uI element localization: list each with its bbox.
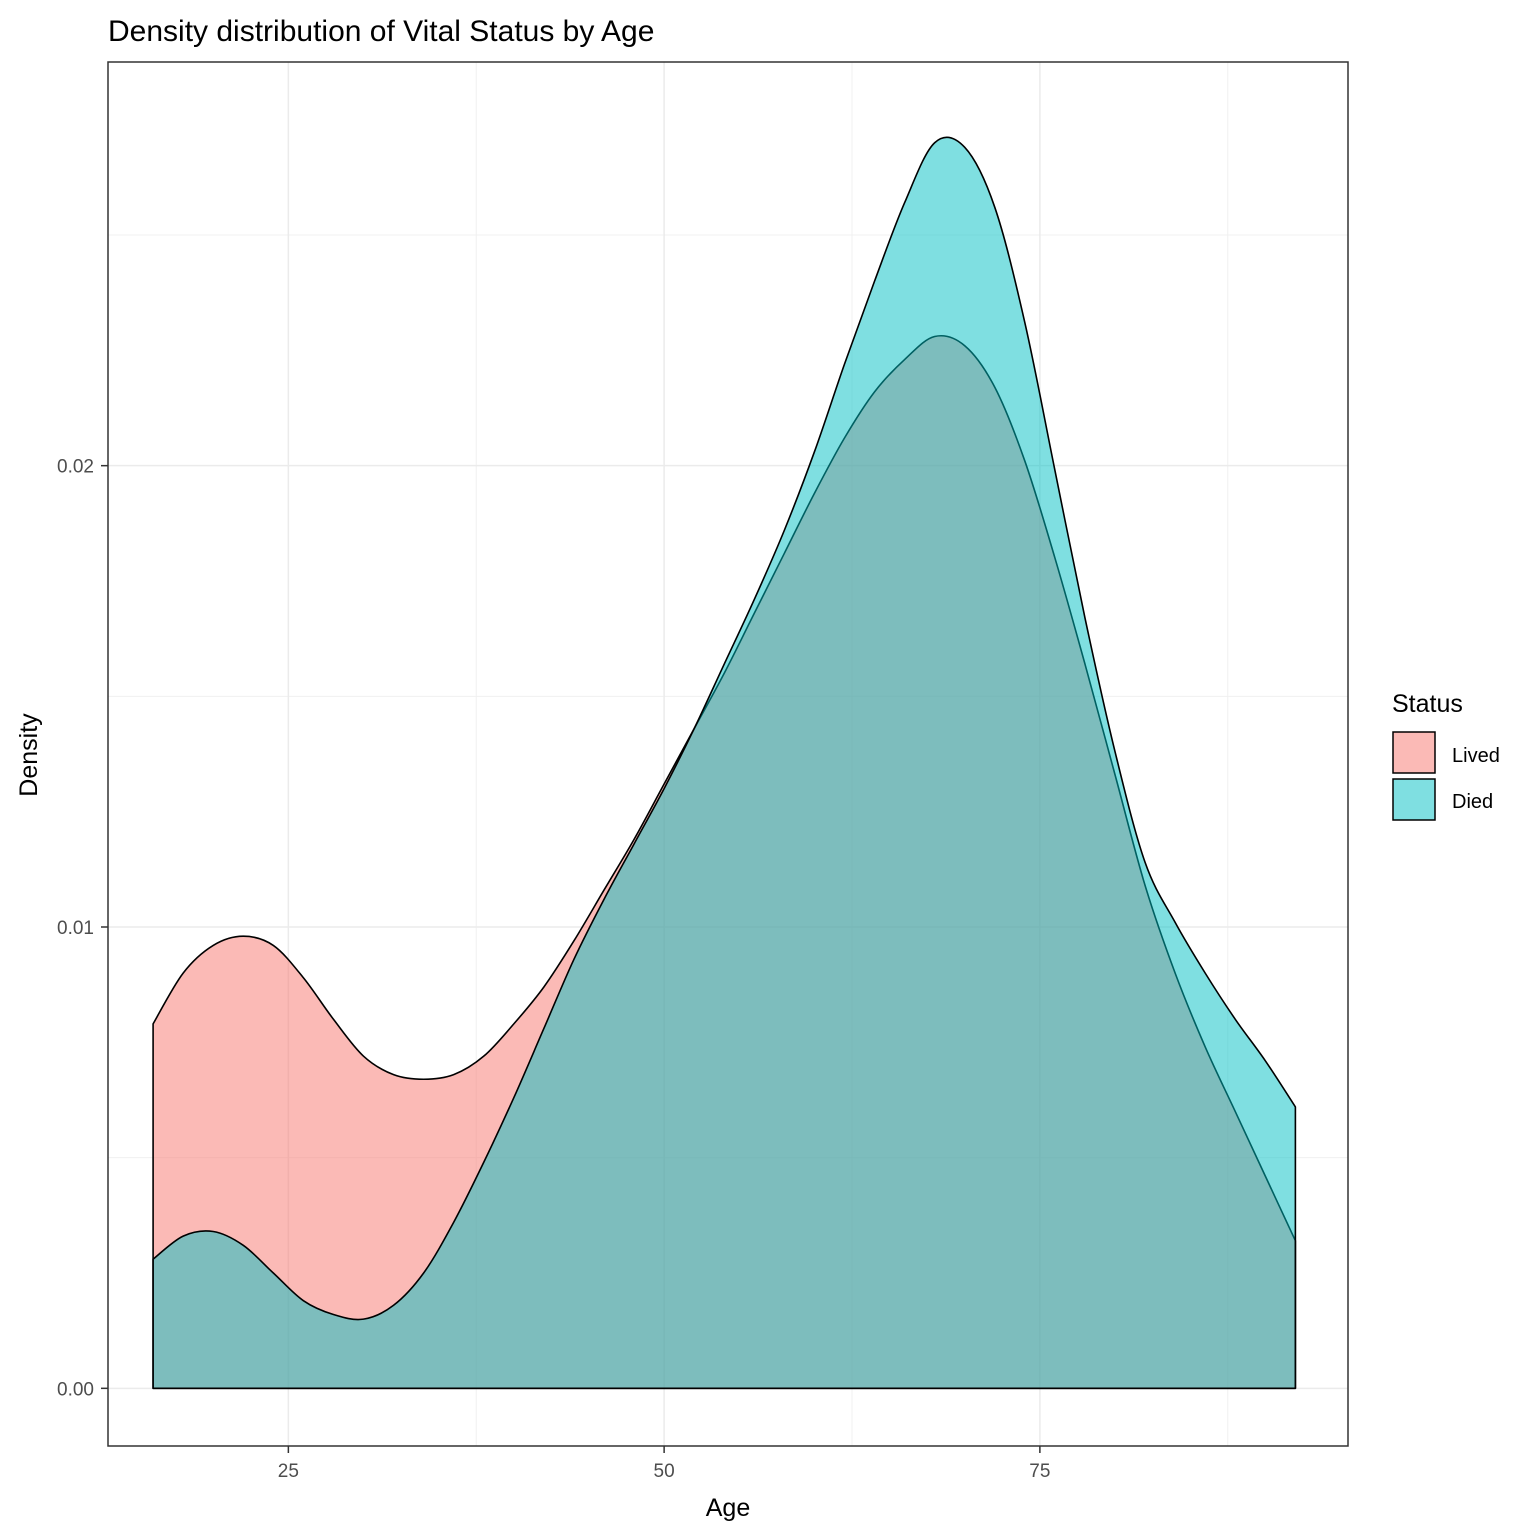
x-tick-label: 25 <box>278 1461 299 1482</box>
density-area-died <box>152 136 1297 1390</box>
x-axis-ticks: 25 50 75 <box>278 1446 1050 1482</box>
chart-title: Density distribution of Vital Status by … <box>108 15 654 48</box>
legend-title: Status <box>1392 690 1463 718</box>
x-axis-title: Age <box>706 1494 750 1522</box>
legend: Status Lived Died <box>1392 690 1500 821</box>
legend-label-lived: Lived <box>1452 745 1500 767</box>
y-tick-label: 0.02 <box>57 457 94 478</box>
y-tick-label: 0.01 <box>57 918 94 939</box>
x-tick-label: 75 <box>1029 1461 1050 1482</box>
density-areas <box>152 136 1297 1390</box>
x-tick-label: 50 <box>654 1461 675 1482</box>
y-axis-ticks: 0.00 0.01 0.02 <box>57 457 108 1400</box>
y-axis-title: Density <box>15 713 43 797</box>
legend-label-died: Died <box>1452 791 1493 813</box>
y-tick-label: 0.00 <box>57 1379 94 1400</box>
legend-key-died <box>1392 778 1436 821</box>
legend-key-lived <box>1392 731 1436 774</box>
plot-panel-border <box>107 61 1349 1447</box>
